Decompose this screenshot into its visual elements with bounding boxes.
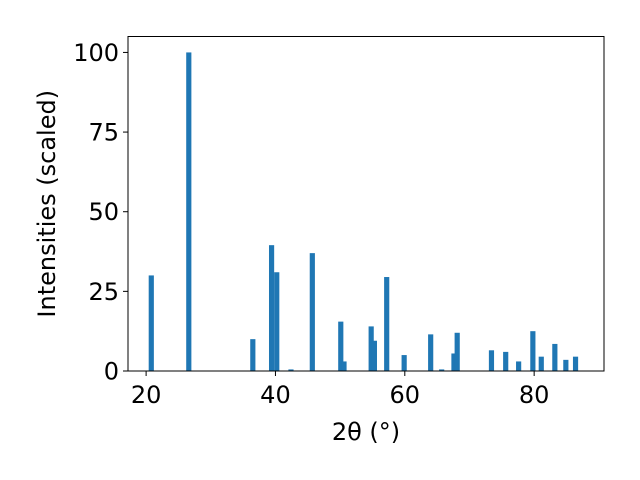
y-tick-label: 100 bbox=[73, 39, 119, 67]
bar bbox=[371, 340, 377, 371]
bar bbox=[309, 253, 315, 371]
bar bbox=[341, 361, 347, 371]
bar bbox=[368, 326, 374, 371]
y-axis: 0 25 50 75 100 bbox=[73, 39, 128, 386]
y-tick-label: 25 bbox=[88, 278, 119, 306]
y-axis-label: Intensities (scaled) bbox=[33, 90, 61, 318]
bar bbox=[401, 355, 407, 371]
x-tick-label: 40 bbox=[260, 381, 291, 409]
x-axis: 20 40 60 80 bbox=[131, 371, 550, 409]
bar bbox=[274, 272, 280, 371]
bar bbox=[563, 359, 569, 371]
bar bbox=[384, 277, 390, 371]
bar bbox=[186, 52, 192, 372]
y-tick-label: 50 bbox=[88, 198, 119, 226]
y-tick-label: 75 bbox=[88, 119, 119, 147]
plot-frame bbox=[127, 36, 605, 372]
bar bbox=[552, 343, 558, 371]
bar bbox=[516, 361, 522, 371]
x-tick-label: 80 bbox=[519, 381, 550, 409]
bars-group bbox=[148, 52, 579, 372]
bar bbox=[148, 275, 154, 371]
bar bbox=[268, 245, 275, 371]
bar bbox=[454, 332, 460, 371]
y-tick-label: 0 bbox=[104, 358, 119, 386]
bar bbox=[288, 369, 294, 371]
bar bbox=[338, 321, 344, 371]
x-axis-label: 2θ (°) bbox=[332, 418, 400, 446]
x-tick-label: 20 bbox=[131, 381, 162, 409]
bar bbox=[572, 356, 579, 371]
bar bbox=[439, 369, 445, 371]
bar bbox=[250, 339, 256, 371]
bar bbox=[530, 331, 536, 371]
x-tick-label: 60 bbox=[390, 381, 421, 409]
bar bbox=[428, 334, 434, 371]
bar bbox=[451, 353, 457, 371]
bar bbox=[538, 356, 544, 371]
bar bbox=[488, 350, 495, 371]
bar bbox=[503, 351, 509, 371]
